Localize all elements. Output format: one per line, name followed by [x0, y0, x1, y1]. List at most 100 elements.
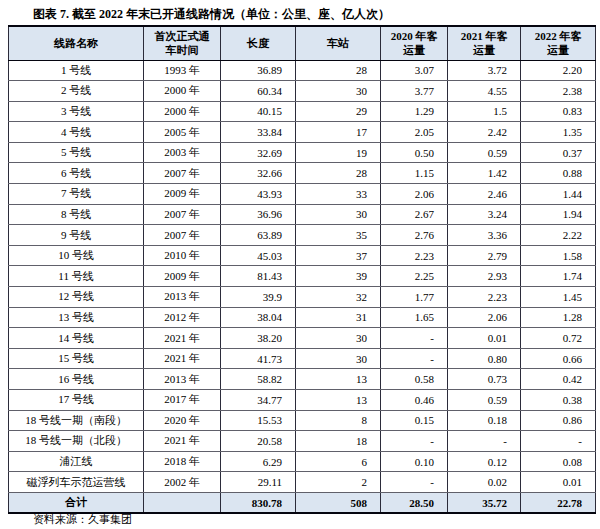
cell: 2.76: [381, 225, 448, 246]
table-row: 12 号线2013 年39.9321.772.231.45: [9, 287, 596, 308]
total-row: 合计830.7850828.5035.7222.78: [9, 492, 596, 513]
cell: 4.55: [448, 81, 521, 102]
table-row: 18 号线一期（南段）2020 年15.5380.150.180.86: [9, 410, 596, 431]
cell: 15.53: [221, 410, 296, 431]
cell: 2003 年: [144, 142, 221, 163]
cell: 6 号线: [9, 163, 144, 184]
cell: 2.23: [381, 245, 448, 266]
cell: 磁浮列车示范运营线: [9, 472, 144, 493]
cell: 12 号线: [9, 287, 144, 308]
cell: 30: [296, 348, 381, 369]
figure-title: 图表 7. 截至 2022 年末已开通线路情况（单位：公里、座、亿人次）: [33, 6, 390, 23]
cell: 3 号线: [9, 101, 144, 122]
cell: 7 号线: [9, 184, 144, 205]
cell: 浦江线: [9, 451, 144, 472]
total-cell: 830.78: [221, 492, 296, 513]
cell: 2000 年: [144, 81, 221, 102]
cell: 2021 年: [144, 431, 221, 452]
cell: 30: [296, 204, 381, 225]
cell: 13: [296, 369, 381, 390]
table-row: 15 号线2021 年41.7330-0.800.66: [9, 348, 596, 369]
cell: 2009 年: [144, 266, 221, 287]
cell: 2.06: [381, 184, 448, 205]
cell: 13 号线: [9, 307, 144, 328]
cell: 2005 年: [144, 122, 221, 143]
cell: 1.5: [448, 101, 521, 122]
table-row: 9 号线2007 年63.89352.763.362.22: [9, 225, 596, 246]
table-row: 11 号线2009 年81.43392.252.931.74: [9, 266, 596, 287]
total-cell: 28.50: [381, 492, 448, 513]
cell: 2013 年: [144, 369, 221, 390]
cell: 18: [296, 431, 381, 452]
cell: 2007 年: [144, 204, 221, 225]
column-header-1: 首次正式通 车时间: [144, 26, 221, 60]
cell: 2.46: [448, 184, 521, 205]
cell: 32: [296, 287, 381, 308]
cell: 0.59: [448, 390, 521, 411]
cell: 9 号线: [9, 225, 144, 246]
total-cell: 508: [296, 492, 381, 513]
cell: 8 号线: [9, 204, 144, 225]
cell: 2021 年: [144, 348, 221, 369]
cell: -: [381, 472, 448, 493]
cell: 39: [296, 266, 381, 287]
cell: 2012 年: [144, 307, 221, 328]
cell: 1993 年: [144, 60, 221, 81]
cell: 0.59: [448, 142, 521, 163]
table-row: 7 号线2009 年43.93332.062.461.44: [9, 184, 596, 205]
table-row: 3 号线2000 年40.15291.291.50.83: [9, 101, 596, 122]
cell: 2013 年: [144, 287, 221, 308]
cell: 2021 年: [144, 328, 221, 349]
table-row: 4 号线2005 年33.84172.052.421.35: [9, 122, 596, 143]
cell: 28: [296, 60, 381, 81]
cell: 41.73: [221, 348, 296, 369]
cell: 14 号线: [9, 328, 144, 349]
cell: 35: [296, 225, 381, 246]
cell: 3.77: [381, 81, 448, 102]
cell: 1.42: [448, 163, 521, 184]
cell: 0.58: [381, 369, 448, 390]
cell: 2: [296, 472, 381, 493]
cell: 2.20: [521, 60, 596, 81]
cell: 2.93: [448, 266, 521, 287]
cell: 38.20: [221, 328, 296, 349]
cell: 38.04: [221, 307, 296, 328]
source-note: 资料来源：久事集团: [33, 512, 132, 527]
cell: 2010 年: [144, 245, 221, 266]
cell: 17: [296, 122, 381, 143]
metro-lines-table: 线路名称首次正式通 车时间长度车站2020 年客 运量2021 年客 运量202…: [8, 25, 596, 514]
cell: 0.50: [381, 142, 448, 163]
cell: 3.07: [381, 60, 448, 81]
cell: 60.34: [221, 81, 296, 102]
cell: 1.45: [521, 287, 596, 308]
cell: 20.58: [221, 431, 296, 452]
cell: 2007 年: [144, 163, 221, 184]
cell: 0.12: [448, 451, 521, 472]
cell: 2017 年: [144, 390, 221, 411]
cell: 32.66: [221, 163, 296, 184]
cell: 1.94: [521, 204, 596, 225]
table-row: 5 号线2003 年32.69190.500.590.37: [9, 142, 596, 163]
column-header-4: 2020 年客 运量: [381, 26, 448, 60]
cell: 30: [296, 328, 381, 349]
cell: 3.72: [448, 60, 521, 81]
cell: 1.77: [381, 287, 448, 308]
cell: 0.83: [521, 101, 596, 122]
cell: 63.89: [221, 225, 296, 246]
cell: 36.96: [221, 204, 296, 225]
cell: 45.03: [221, 245, 296, 266]
cell: 13: [296, 390, 381, 411]
cell: 0.01: [448, 328, 521, 349]
cell: 31: [296, 307, 381, 328]
cell: 1.35: [521, 122, 596, 143]
cell: 0.66: [521, 348, 596, 369]
cell: 2.79: [448, 245, 521, 266]
cell: 11 号线: [9, 266, 144, 287]
table-row: 浦江线2018 年6.2960.100.120.08: [9, 451, 596, 472]
cell: 0.02: [448, 472, 521, 493]
cell: 0.08: [521, 451, 596, 472]
cell: 4 号线: [9, 122, 144, 143]
cell: 40.15: [221, 101, 296, 122]
cell: 0.10: [381, 451, 448, 472]
cell: 2.42: [448, 122, 521, 143]
